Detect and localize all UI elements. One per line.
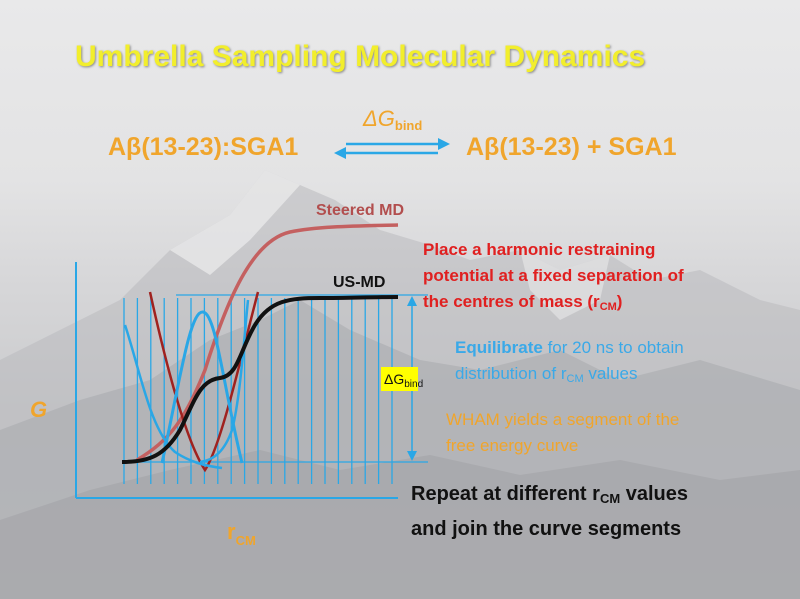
delta-g-subscript: bind <box>394 118 423 133</box>
harmonic-line3-post: ) <box>616 292 623 311</box>
harmonic-line3-sub: CM <box>599 301 617 313</box>
delta-g-box-symbol: ΔG <box>384 371 405 387</box>
delta-g-arrow-head-up <box>407 296 417 306</box>
us-md-free-energy-curve <box>121 295 399 464</box>
equil-note-line-2: distribution of rCM values <box>455 361 684 392</box>
bound-complex-label: Aβ(13-23):SGA1 <box>108 133 299 161</box>
delta-g-symbol: ΔG <box>363 106 395 131</box>
reference-lines <box>122 294 428 463</box>
us-md-label: US-MD <box>333 274 386 291</box>
repeat-note: Repeat at different rCM values and join … <box>411 479 688 545</box>
slide-title: Umbrella Sampling Molecular Dynamics <box>75 40 646 73</box>
forward-arrow-head <box>438 138 450 150</box>
equilibrium-arrow <box>334 138 450 159</box>
steered-md-curve <box>136 223 399 462</box>
y-axis-label: G <box>30 397 48 422</box>
delta-g-arrow-head-down <box>407 451 417 461</box>
equil-line1-rest: for 20 ns to obtain <box>542 338 684 357</box>
steered-md-label: Steered MD <box>316 202 405 219</box>
x-axis-label-subscript: CM <box>235 533 256 548</box>
wham-note-line-2: free energy curve <box>446 436 579 455</box>
reverse-arrow-head <box>334 147 346 159</box>
repeat-line1-pre: Repeat at different r <box>411 483 600 505</box>
equilibrate-note: Equilibrate for 20 ns to obtain distribu… <box>455 335 684 392</box>
products-label: Aβ(13-23) + SGA1 <box>466 133 677 161</box>
repeat-note-line-2: and join the curve segments <box>411 518 682 540</box>
wham-note-line-1: WHAM yields a segment of the <box>446 410 680 429</box>
rcm-distribution-curve <box>160 310 244 464</box>
x-axis-label: rCM <box>227 519 256 548</box>
equil-note-line-1: Equilibrate for 20 ns to obtain <box>455 335 684 361</box>
repeat-line1-sub: CM <box>599 491 621 506</box>
window-distribution-right <box>199 299 250 464</box>
harmonic-line3-pre: the centres of mass (r <box>423 292 600 311</box>
harmonic-note-line-1: Place a harmonic restraining <box>423 240 656 259</box>
wham-note: WHAM yields a segment of the free energy… <box>446 407 679 459</box>
delta-g-bind-arrow-label: ΔGbind <box>363 106 422 133</box>
equil-line2-post: values <box>583 364 638 383</box>
equil-bold-word: Equilibrate <box>455 338 543 357</box>
plot-axes <box>75 262 398 499</box>
window-distribution-left <box>123 324 223 470</box>
harmonic-restraint-note: Place a harmonic restraining potential a… <box>423 237 684 320</box>
equil-line2-sub: CM <box>566 373 584 385</box>
repeat-note-line-1: Repeat at different rCM values <box>411 479 688 514</box>
delta-g-bind-box: ΔGbind <box>381 367 423 391</box>
equil-line2-pre: distribution of r <box>455 364 567 383</box>
x-axis-label-main: r <box>227 519 236 544</box>
harmonic-note-line-2: potential at a fixed separation of <box>423 266 684 285</box>
delta-g-box-subscript: bind <box>404 379 424 390</box>
harmonic-note-line-3: the centres of mass (rCM) <box>423 289 684 320</box>
umbrella-window-lines <box>123 298 393 484</box>
repeat-line1-post: values <box>620 483 688 505</box>
